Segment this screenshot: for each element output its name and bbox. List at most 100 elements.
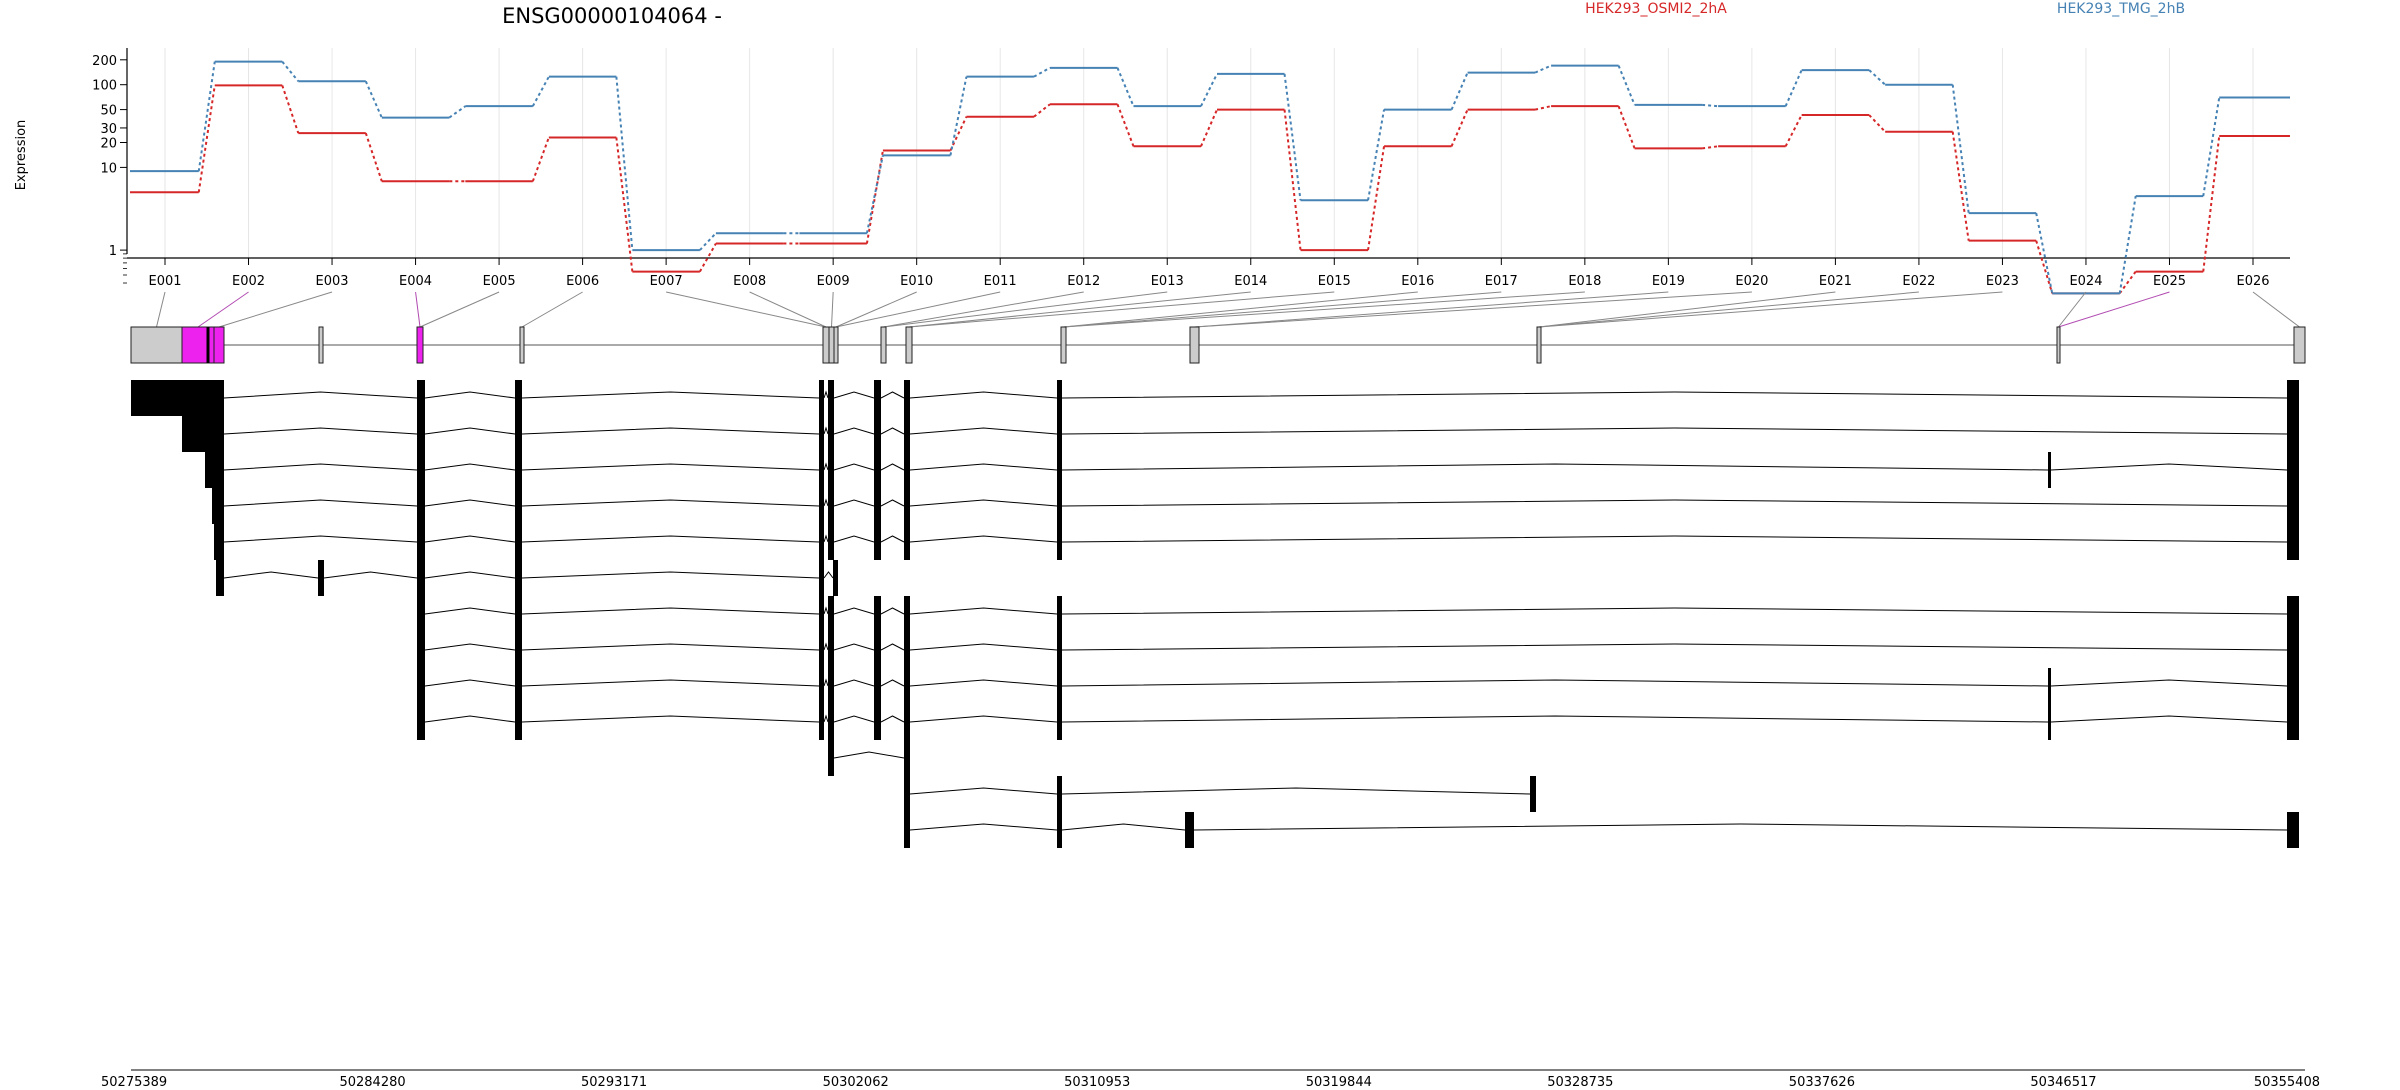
transcript-exon: [417, 524, 425, 560]
transcript-exon: [904, 452, 910, 488]
transcript-intron: [1193, 823, 2288, 831]
transcript-exon: [828, 524, 834, 560]
transcript-exon: [819, 668, 824, 704]
transcript-exon: [904, 380, 910, 416]
transcript-exon: [417, 416, 425, 452]
transcript-intron: [909, 463, 1058, 471]
transcript-exon: [828, 452, 834, 488]
transcript-exon: [2287, 632, 2299, 668]
transcript-row: [417, 632, 2299, 668]
transcript-intron: [823, 714, 829, 723]
gene-exon-box: [1536, 326, 1542, 364]
transcript-exon: [2287, 380, 2299, 416]
transcript-intron: [909, 823, 1058, 831]
coordinate-tick-label: 50328735: [1547, 1075, 1613, 1090]
transcript-exon: [1057, 488, 1062, 524]
exon-label: E013: [1151, 274, 1184, 289]
transcript-intron: [521, 643, 820, 651]
transcript-intron: [1061, 391, 2288, 399]
series-step: [949, 76, 968, 156]
transcript-intron: [909, 787, 1058, 795]
transcript-intron: [1061, 715, 2049, 723]
transcript-exon: [2048, 668, 2051, 704]
exon-connector: [2058, 291, 2170, 328]
transcript-intron: [424, 607, 516, 615]
transcript-intron: [521, 607, 820, 615]
exon-connector: [415, 291, 421, 328]
transcript-intron: [1061, 499, 2288, 507]
coordinate-tick-label: 50310953: [1064, 1075, 1130, 1090]
exon-connector: [2252, 291, 2300, 328]
transcript-intron: [223, 499, 418, 507]
transcript-exon: [2287, 452, 2299, 488]
coordinate-tick-label: 50319844: [1306, 1075, 1372, 1090]
gene-exon-box: [130, 326, 183, 364]
transcript-exon: [515, 560, 522, 596]
y-tick-label: 30: [100, 122, 117, 137]
transcript-exon: [1057, 524, 1062, 560]
y-tick-label: 10: [100, 161, 117, 176]
transcript-exon: [2287, 488, 2299, 524]
transcript-exon: [874, 416, 881, 452]
transcript-intron: [521, 715, 820, 723]
transcript-intron: [909, 535, 1058, 543]
exon-connector: [1194, 291, 1752, 328]
transcript-intron: [909, 499, 1058, 507]
transcript-intron: [833, 643, 875, 651]
transcript-intron: [823, 571, 834, 579]
transcript-intron: [823, 534, 829, 543]
transcript-exon: [1530, 776, 1536, 812]
legend-series-2: HEK293_TMG_2hB: [2057, 1, 2185, 17]
series-step: [364, 132, 383, 182]
transcript-exon: [2287, 596, 2299, 632]
transcript-intron: [521, 499, 820, 507]
exon-label: E019: [1652, 274, 1685, 289]
exon-connector: [218, 291, 333, 328]
transcript-intron: [823, 606, 829, 615]
exon-connector: [419, 291, 500, 328]
transcript-exon: [833, 560, 838, 596]
series-step: [364, 80, 383, 119]
exon-connector: [1063, 291, 1585, 328]
genomic-coordinate-axis: 50275389 50284280 50293171 50302062 50310953…: [101, 1069, 2320, 1090]
transcript-intron: [424, 391, 516, 399]
series-step: [531, 137, 550, 182]
transcript-exon: [515, 452, 522, 488]
exon-connector: [883, 291, 1168, 328]
y-tick-label: 200: [92, 54, 117, 69]
transcript-row: [212, 488, 2299, 524]
transcript-intron: [823, 426, 829, 435]
transcript-exon: [205, 452, 224, 488]
transcript-intron: [909, 715, 1058, 723]
transcript-exon: [515, 632, 522, 668]
exon-connector: [908, 291, 1335, 328]
gene-exon-box: [213, 326, 225, 364]
transcript-exon: [417, 380, 425, 416]
series-step: [1868, 69, 1886, 86]
series-step: [1534, 64, 1552, 74]
transcript-row: [417, 668, 2299, 704]
series-step: [1784, 114, 1803, 147]
transcript-exon: [904, 812, 910, 848]
exon-label: E011: [984, 274, 1017, 289]
transcript-exon: [828, 596, 834, 632]
series-step: [1701, 145, 1719, 150]
exon-label: E005: [483, 274, 516, 289]
transcript-row: [417, 704, 2299, 740]
transcript-intron: [880, 715, 905, 723]
exon-label: E022: [1902, 274, 1935, 289]
transcript-intron: [2050, 679, 2288, 687]
transcript-intron: [323, 571, 418, 579]
transcript-exon: [417, 452, 425, 488]
transcript-intron: [833, 535, 875, 543]
series-step: [865, 155, 884, 234]
exon-label: E016: [1401, 274, 1434, 289]
gene-exon-box: [1060, 326, 1067, 364]
transcript-exon: [904, 632, 910, 668]
transcript-exon: [515, 596, 522, 632]
transcript-exon: [819, 596, 824, 632]
transcript-intron: [424, 499, 516, 507]
y-axis-label: Expression: [14, 120, 29, 191]
y-tick-label: 20: [100, 137, 117, 152]
transcript-exon: [417, 488, 425, 524]
